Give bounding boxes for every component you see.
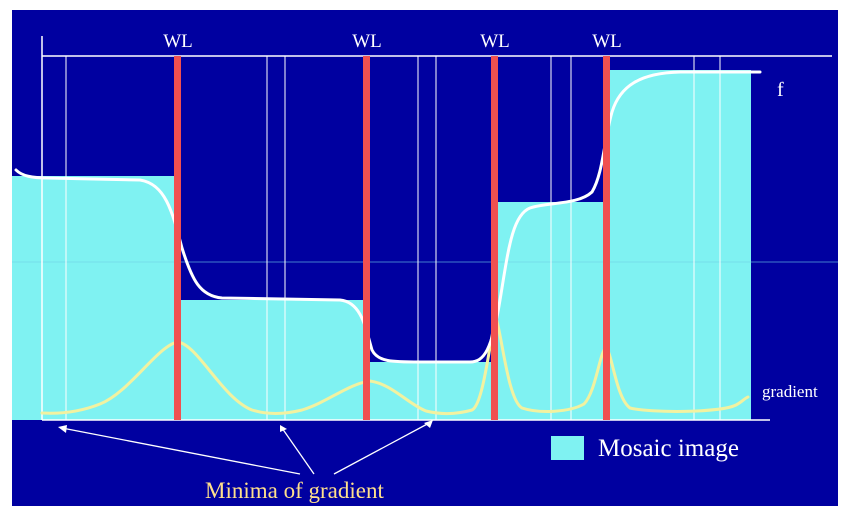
- watershed-lines: [174, 56, 610, 420]
- mosaic-region-2: [178, 300, 367, 420]
- watershed-line-2: [363, 56, 370, 420]
- arrowhead-icon: [280, 425, 287, 432]
- watershed-line-1: [174, 56, 181, 420]
- minima-arrows: [61, 421, 432, 475]
- legend: Mosaic image: [551, 435, 739, 462]
- minima-annotation: Minima of gradient: [205, 478, 384, 503]
- watershed-line-4: [603, 56, 610, 420]
- watershed-label-1: WL: [163, 31, 193, 52]
- mosaic-region-1: [12, 176, 178, 420]
- diagram-frame: [41, 36, 832, 421]
- watershed-label-2: WL: [352, 31, 382, 52]
- legend-swatch: [551, 436, 584, 460]
- legend-label: Mosaic image: [598, 435, 739, 462]
- minima-arrow: [61, 427, 301, 475]
- mosaic-image: [12, 70, 751, 420]
- minima-arrow: [333, 421, 432, 475]
- gradient-label: gradient: [762, 382, 818, 401]
- minima-arrowheads: [58, 420, 433, 433]
- mosaic-region-5: [606, 70, 751, 420]
- watershed-line-3: [491, 56, 498, 420]
- guide-lines: [65, 56, 721, 420]
- arrowhead-icon: [58, 425, 67, 433]
- arrowhead-icon: [424, 420, 433, 428]
- watershed-label-3: WL: [480, 31, 510, 52]
- watershed-label-4: WL: [592, 31, 622, 52]
- function-label: f: [777, 79, 784, 101]
- gradient-curve: [40, 313, 750, 415]
- minima-arrow: [281, 427, 315, 475]
